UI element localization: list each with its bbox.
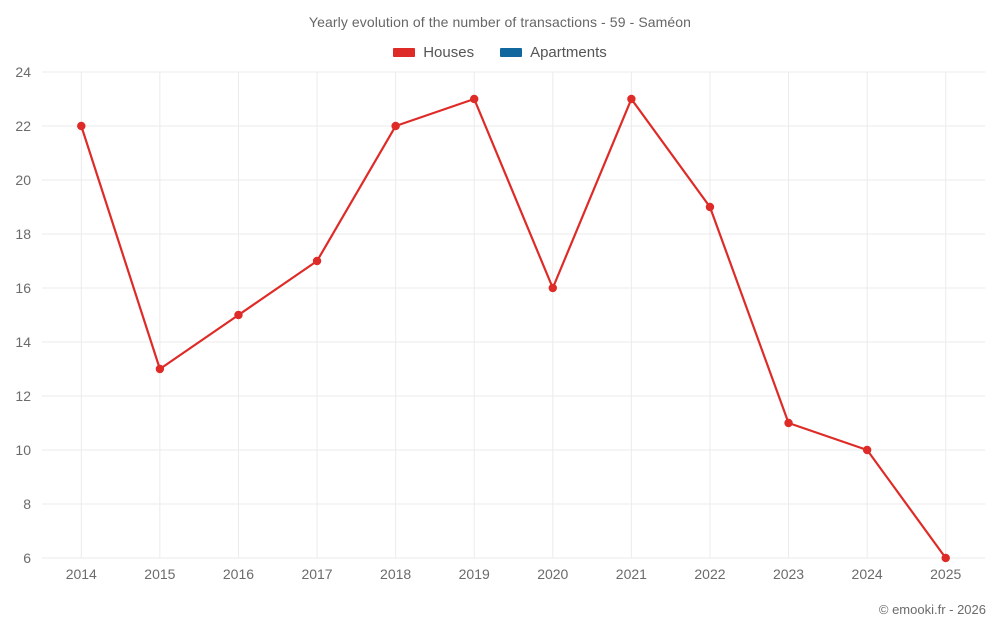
data-series-markers [77,94,950,563]
data-point[interactable] [627,94,636,104]
y-tick-label: 24 [15,64,31,80]
chart-title: Yearly evolution of the number of transa… [308,14,692,30]
x-tick-label: 2017 [301,566,332,582]
y-axis-tick-labels: 6 8 10 12 14 16 18 20 22 24 [15,64,31,566]
data-series-lines [80,97,947,560]
data-point[interactable] [77,121,86,131]
legend-swatch-apartments [500,48,523,57]
series-line-houses [80,97,947,560]
x-gridlines [80,72,947,558]
x-tick-label: 2020 [537,566,568,582]
y-tick-label: 20 [15,172,31,188]
x-tick-label: 2018 [380,566,411,582]
data-point[interactable] [312,256,322,266]
y-tick-label: 16 [15,280,31,296]
x-tick-label: 2022 [694,566,725,582]
x-tick-label: 2023 [773,566,804,582]
x-axis-tick-labels: 2014 2015 2016 2017 2018 2019 2020 2021 2022 2023… [66,566,962,582]
x-tick-label: 2015 [144,566,175,582]
data-point[interactable] [862,445,872,455]
data-point[interactable] [155,364,165,374]
x-tick-label: 2024 [852,566,883,582]
x-tick-label: 2021 [616,566,647,582]
data-point[interactable] [548,283,557,293]
data-point[interactable] [391,121,400,131]
chart-legend: Houses Apartments [0,45,1000,60]
y-tick-label: 18 [15,226,31,242]
copyright-footer: © emooki.fr - 2026 [878,602,986,617]
data-point[interactable] [784,418,793,428]
y-tick-label: 10 [15,442,31,458]
y-tick-label: 6 [23,550,31,566]
legend-item-houses[interactable]: Houses [393,45,474,60]
legend-label-houses: Houses [423,44,475,61]
x-tick-label: 2019 [459,566,490,582]
data-point[interactable] [234,310,243,320]
legend-swatch-houses [393,48,416,57]
y-gridlines [42,71,985,559]
y-tick-label: 14 [15,334,31,350]
x-tick-label: 2016 [223,566,254,582]
y-tick-label: 12 [15,388,31,404]
legend-item-apartments[interactable]: Apartments [500,45,607,60]
data-point[interactable] [705,202,715,212]
y-tick-label: 22 [15,118,31,134]
legend-label-apartments: Apartments [530,44,607,61]
y-tick-label: 8 [23,496,31,512]
data-point[interactable] [470,94,479,104]
x-tick-label: 2014 [66,566,97,582]
x-tick-label: 2025 [930,566,961,582]
data-point[interactable] [941,553,950,563]
